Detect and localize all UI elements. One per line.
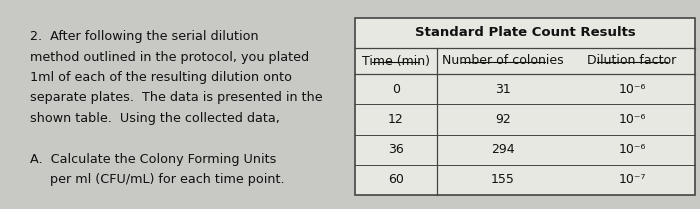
Bar bbox=[355, 18, 695, 195]
Text: per ml (CFU/mL) for each time point.: per ml (CFU/mL) for each time point. bbox=[30, 173, 285, 186]
Text: 2.  After following the serial dilution: 2. After following the serial dilution bbox=[30, 30, 258, 43]
Text: 10⁻⁶: 10⁻⁶ bbox=[618, 113, 646, 126]
Text: 155: 155 bbox=[491, 173, 514, 186]
Text: 10⁻⁶: 10⁻⁶ bbox=[618, 83, 646, 96]
Text: 10⁻⁶: 10⁻⁶ bbox=[618, 143, 646, 156]
Text: 1ml of each of the resulting dilution onto: 1ml of each of the resulting dilution on… bbox=[30, 71, 292, 84]
Text: Number of colonies: Number of colonies bbox=[442, 55, 564, 68]
Text: 31: 31 bbox=[495, 83, 511, 96]
Text: 92: 92 bbox=[495, 113, 511, 126]
Text: Standard Plate Count Results: Standard Plate Count Results bbox=[414, 27, 636, 40]
Text: A.  Calculate the Colony Forming Units: A. Calculate the Colony Forming Units bbox=[30, 153, 277, 166]
Text: 0: 0 bbox=[392, 83, 400, 96]
Text: 60: 60 bbox=[388, 173, 404, 186]
Text: method outlined in the protocol, you plated: method outlined in the protocol, you pla… bbox=[30, 51, 309, 64]
Text: separate plates.  The data is presented in the: separate plates. The data is presented i… bbox=[30, 92, 323, 104]
Text: Dilution factor: Dilution factor bbox=[587, 55, 677, 68]
Text: 36: 36 bbox=[388, 143, 404, 156]
Text: 12: 12 bbox=[388, 113, 404, 126]
Text: 294: 294 bbox=[491, 143, 514, 156]
Text: 10⁻⁷: 10⁻⁷ bbox=[618, 173, 646, 186]
Text: shown table.  Using the collected data,: shown table. Using the collected data, bbox=[30, 112, 280, 125]
Text: Time (min): Time (min) bbox=[362, 55, 430, 68]
